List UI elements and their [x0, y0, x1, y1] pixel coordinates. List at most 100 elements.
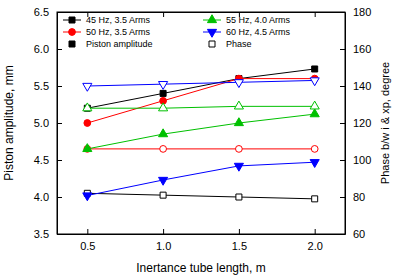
tick-mark — [340, 86, 345, 87]
point — [311, 146, 318, 153]
tick: 0.5 — [80, 229, 95, 252]
tick-mark — [315, 12, 316, 17]
tick-label: 6.5 — [34, 6, 49, 18]
legend-label: Phase — [226, 39, 252, 49]
x-axis: 0.5 1.0 1.5 2.0 — [58, 229, 346, 252]
series-line — [87, 80, 314, 86]
legend-item: 50 Hz, 3.5 Arms — [63, 27, 151, 37]
point — [234, 163, 243, 171]
tick-mark — [57, 160, 62, 161]
tick: 4.0 — [34, 191, 62, 203]
point — [310, 109, 319, 117]
tick-mark — [340, 49, 345, 50]
tick-mark — [87, 229, 88, 234]
point — [234, 80, 243, 88]
legend-marker — [69, 41, 75, 47]
tick-label: 0.5 — [80, 240, 95, 252]
point — [310, 160, 319, 168]
tick-label: 5.0 — [34, 117, 49, 129]
tick-mark — [163, 229, 164, 234]
point — [160, 146, 167, 153]
point — [310, 101, 319, 109]
tick-mark — [315, 229, 316, 234]
tick: 2.0 — [308, 229, 323, 252]
legend-marker — [69, 17, 75, 23]
y-axis: 3.5 4.0 4.5 5.0 5.5 6.0 6.5 — [34, 6, 62, 240]
point — [234, 101, 243, 109]
tick — [315, 12, 316, 17]
series-line — [87, 148, 314, 149]
legend-label: 60 Hz, 4.5 Arms — [226, 27, 291, 37]
point — [83, 83, 92, 91]
point — [160, 192, 166, 198]
tick-label: 5.5 — [34, 80, 49, 92]
tick-label: 120 — [353, 117, 371, 129]
tick-label: 4.0 — [34, 191, 49, 203]
tick-label: 100 — [353, 154, 371, 166]
x-axis-title: Inertance tube length, m — [136, 261, 265, 275]
tick-label: 140 — [353, 80, 371, 92]
tick-label: 180 — [353, 6, 371, 18]
point — [159, 177, 168, 185]
legend-label: 50 Hz, 3.5 Arms — [86, 27, 151, 37]
legend-marker — [207, 15, 216, 23]
tick-mark — [57, 86, 62, 87]
point — [83, 103, 92, 111]
legend-marker — [69, 29, 76, 36]
legend-label: 55 Hz, 4.0 Arms — [226, 15, 291, 25]
marks — [83, 66, 319, 202]
tick: 1.5 — [232, 229, 247, 252]
point — [83, 144, 92, 152]
legend-item: Piston amplitude — [69, 39, 153, 49]
tick: 5.5 — [34, 80, 62, 92]
point — [83, 193, 92, 201]
series-line — [87, 69, 314, 108]
tick-mark — [57, 123, 62, 124]
y2-axis-title: Phase b/w i & xp, degree — [379, 62, 391, 184]
tick-label: 80 — [353, 191, 365, 203]
legend-marker — [209, 41, 215, 47]
point — [310, 78, 319, 86]
series-line — [87, 193, 314, 199]
legend-item: 55 Hz, 4.0 Arms — [203, 15, 291, 25]
point — [312, 66, 318, 72]
series-line — [87, 79, 314, 123]
point — [159, 103, 168, 111]
tick-label: 3.5 — [34, 228, 49, 240]
plot: 0.5 1.0 1.5 2.0 3.5 4.0 4.5 5.0 5.5 6.0 6.5 60 80 100… — [34, 6, 372, 252]
legend: 45 Hz, 3.5 Arms 50 Hz, 3.5 Arms 55 Hz, 4.0… — [63, 15, 291, 49]
tick-label: 2.0 — [308, 240, 323, 252]
point — [312, 196, 318, 202]
legend-marker — [207, 29, 216, 37]
y-axis-title: Piston amplitude, mm — [2, 65, 16, 180]
point — [236, 146, 243, 153]
tick-mark — [340, 160, 345, 161]
point — [160, 90, 166, 96]
tick-label: 1.5 — [232, 240, 247, 252]
tick-mark — [340, 123, 345, 124]
tick-mark — [57, 197, 62, 198]
tick: 5.0 — [34, 117, 62, 129]
tick-mark — [57, 49, 62, 50]
point — [84, 120, 91, 127]
series-line — [87, 162, 314, 195]
tick-label: 6.0 — [34, 43, 49, 55]
tick-label: 4.5 — [34, 154, 49, 166]
tick: 6.0 — [34, 43, 62, 55]
point — [234, 118, 243, 126]
chart: 0.5 1.0 1.5 2.0 3.5 4.0 4.5 5.0 5.5 6.0 6.5 60 80 100… — [0, 0, 397, 278]
legend-label: Piston amplitude — [86, 39, 153, 49]
tick-mark — [163, 12, 164, 17]
tick-label: 60 — [353, 228, 365, 240]
series-line — [87, 114, 314, 149]
tick-label: 160 — [353, 43, 371, 55]
legend-item: 60 Hz, 4.5 Arms — [203, 27, 291, 37]
tick-mark — [340, 197, 345, 198]
tick: 4.5 — [34, 154, 62, 166]
tick: 1.0 — [156, 229, 171, 252]
point — [236, 194, 242, 200]
tick — [163, 12, 164, 17]
tick-mark — [239, 229, 240, 234]
point — [159, 82, 168, 90]
legend-label: 45 Hz, 3.5 Arms — [86, 15, 151, 25]
